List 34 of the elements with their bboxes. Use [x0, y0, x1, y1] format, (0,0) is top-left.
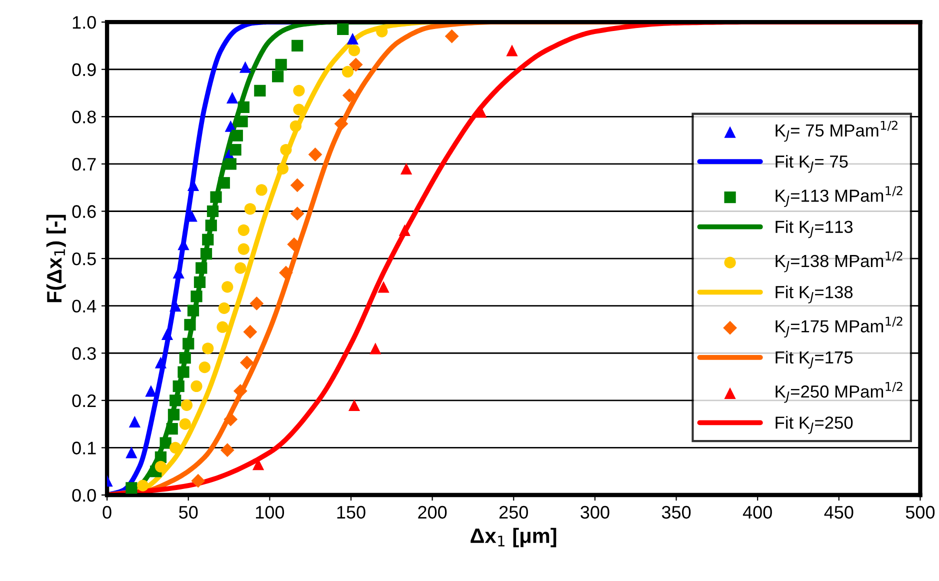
- y-tick-label: 0.6: [72, 205, 96, 218]
- legend-label: Fit K$_{J}$= 75: [776, 154, 848, 173]
- x-tick-label: 400: [742, 506, 772, 519]
- x-tick-label: 250: [499, 506, 528, 519]
- x-tick-label: 0: [102, 506, 112, 519]
- x-tick-label: 500: [906, 506, 935, 519]
- x-tick-label: 200: [418, 506, 447, 519]
- x-tick-label: 450: [824, 506, 854, 519]
- legend-label: Fit K$_{J}$=175: [776, 350, 853, 369]
- y-tick-label: 0.3: [72, 347, 96, 360]
- y-tick-label: 0.7: [72, 158, 96, 171]
- legend-label: Fit K$_{J}$=138: [776, 286, 853, 304]
- legend-label: K$_{J}$=113 MPam$^{1/2}$: [776, 186, 902, 208]
- legend-label: Fit K$_{J}$=250: [776, 416, 853, 434]
- legend-label: K$_{J}$= 75 MPam$^{1/2}$: [776, 120, 898, 142]
- y-tick-label: 0.0: [72, 488, 96, 502]
- legend-label: Fit K$_{J}$=113: [776, 220, 853, 238]
- x-tick-label: 300: [580, 506, 610, 519]
- x-tick-label: 150: [337, 506, 366, 519]
- x-tick-label: 50: [179, 506, 198, 519]
- y-axis-title: F(Δx$_{1}$) [-]: [46, 214, 66, 302]
- y-tick-label: 0.5: [72, 252, 96, 266]
- legend-label: K$_{J}$=250 MPam$^{1/2}$: [776, 382, 902, 403]
- y-tick-label: 1.0: [72, 16, 96, 29]
- y-tick-label: 0.2: [72, 394, 96, 408]
- x-axis-title: Δx$_{1}$ [μm]: [470, 528, 556, 548]
- x-tick-label: 100: [256, 506, 284, 519]
- y-tick-label: 0.9: [72, 63, 96, 76]
- y-tick-label: 0.4: [72, 300, 96, 313]
- y-tick-label: 0.8: [72, 110, 96, 124]
- y-tick-label: 0.1: [72, 442, 96, 454]
- legend-label: K$_{J}$=138 MPam$^{1/2}$: [776, 251, 902, 272]
- x-tick-label: 350: [662, 506, 691, 519]
- legend-label: K$_{J}$=175 MPam$^{1/2}$: [776, 316, 902, 338]
